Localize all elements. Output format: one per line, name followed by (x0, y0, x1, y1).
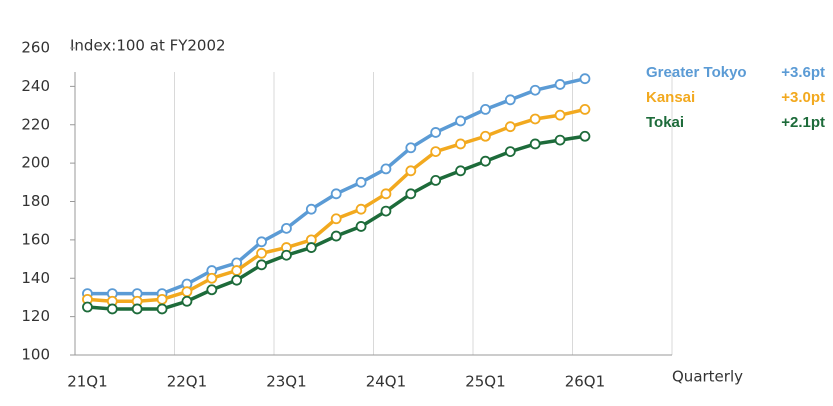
y-tick-label: 100 (21, 346, 50, 364)
y-tick-label: 140 (21, 269, 50, 287)
data-point (480, 130, 491, 142)
x-tick-label: 24Q1 (366, 373, 406, 391)
data-point (504, 121, 516, 133)
data-point (355, 203, 367, 215)
data-point (231, 274, 243, 286)
legend-label: Kansai (646, 89, 695, 106)
data-point (281, 249, 292, 261)
data-point (405, 165, 417, 177)
data-point (156, 293, 168, 305)
data-point (554, 134, 566, 146)
x-axis-label: Quarterly (672, 368, 743, 386)
data-point (554, 109, 566, 121)
data-point (355, 221, 367, 232)
data-point (330, 188, 342, 200)
y-tick-label: 200 (21, 154, 50, 172)
data-point (405, 142, 417, 154)
data-point (305, 242, 317, 253)
data-point (82, 301, 93, 313)
y-tick-label: 220 (21, 115, 50, 133)
data-point (305, 203, 317, 215)
x-tick-label: 22Q1 (167, 373, 207, 391)
y-tick-label: 240 (21, 77, 50, 95)
x-tick-label: 23Q1 (266, 373, 306, 391)
data-point (480, 104, 491, 115)
data-point (554, 79, 566, 90)
data-point (380, 205, 392, 217)
data-point (504, 146, 516, 158)
data-point (455, 138, 466, 150)
data-point (256, 247, 267, 259)
legend-annotation: +3.0pt (781, 89, 825, 106)
data-point (529, 113, 541, 125)
data-point (256, 236, 267, 248)
data-point (181, 295, 193, 307)
data-point (380, 163, 392, 175)
x-tick-label: 21Q1 (67, 373, 107, 391)
data-point (430, 127, 442, 138)
data-point (579, 130, 591, 142)
data-point (579, 104, 591, 115)
data-point (156, 303, 168, 315)
y-tick-label: 180 (21, 192, 50, 210)
data-point (455, 115, 466, 127)
y-tick-label: 120 (21, 307, 50, 325)
x-tick-label: 25Q1 (465, 373, 505, 391)
chart-title: Index:100 at FY2002 (70, 37, 226, 55)
data-point (529, 84, 541, 96)
data-point (480, 155, 491, 167)
legend-annotation: +2.1pt (781, 114, 825, 131)
data-point (206, 284, 218, 296)
y-tick-label: 160 (21, 230, 50, 248)
data-point (455, 165, 466, 177)
data-point (504, 94, 516, 106)
data-point (231, 265, 243, 276)
y-tick-label: 260 (21, 39, 50, 57)
legend-label: Greater Tokyo (646, 64, 747, 81)
data-point (529, 138, 541, 150)
data-point (330, 230, 342, 242)
series-line (87, 107, 586, 304)
data-point (405, 188, 417, 200)
data-point (281, 222, 292, 234)
data-point (430, 146, 442, 158)
legend-annotation: +3.6pt (781, 64, 825, 81)
data-point (256, 259, 267, 271)
data-point (330, 213, 342, 225)
data-point (106, 303, 118, 315)
data-point (380, 188, 392, 200)
data-point (131, 303, 143, 315)
data-point (181, 286, 193, 298)
legend-label: Tokai (646, 114, 684, 131)
series-line (87, 76, 586, 296)
data-point (430, 174, 442, 186)
data-point (206, 272, 218, 284)
data-point (355, 176, 367, 188)
data-point (579, 73, 591, 85)
x-tick-label: 26Q1 (565, 373, 605, 391)
